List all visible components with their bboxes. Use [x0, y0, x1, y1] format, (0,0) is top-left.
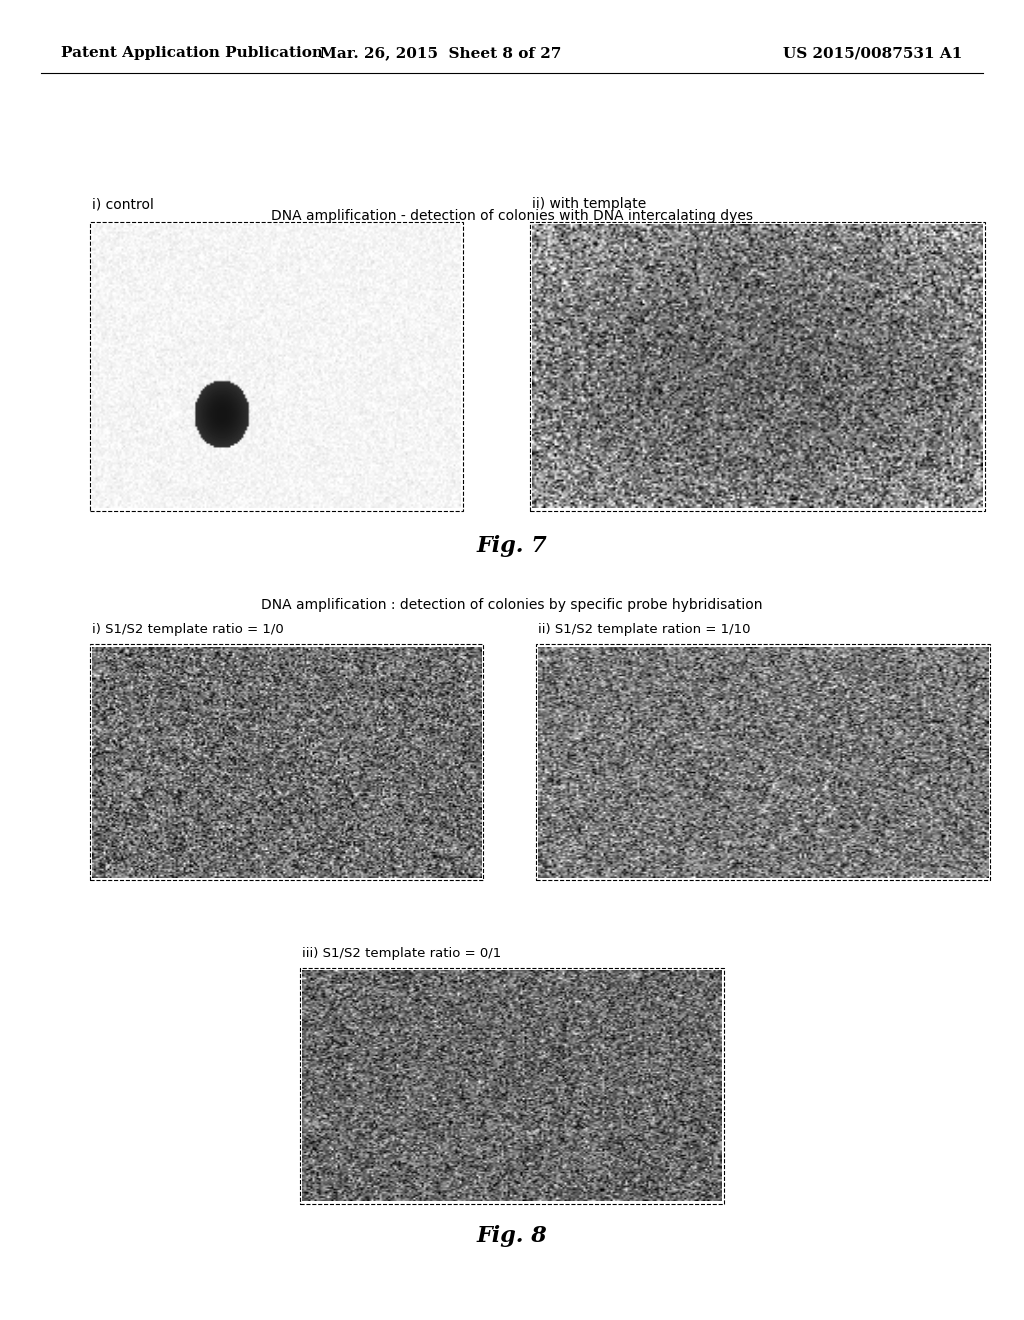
Text: US 2015/0087531 A1: US 2015/0087531 A1 — [783, 46, 963, 61]
Text: i) control: i) control — [92, 197, 154, 211]
Text: DNA amplification - detection of colonies with DNA intercalating dyes: DNA amplification - detection of colonie… — [271, 209, 753, 223]
Text: Mar. 26, 2015  Sheet 8 of 27: Mar. 26, 2015 Sheet 8 of 27 — [319, 46, 561, 61]
Text: Patent Application Publication: Patent Application Publication — [61, 46, 324, 61]
Text: i) S1/S2 template ratio = 1/0: i) S1/S2 template ratio = 1/0 — [92, 623, 284, 636]
Text: ii) with template: ii) with template — [532, 197, 647, 211]
Text: Fig. 8: Fig. 8 — [476, 1225, 548, 1247]
Text: Fig. 7: Fig. 7 — [476, 535, 548, 557]
Text: ii) S1/S2 template ration = 1/10: ii) S1/S2 template ration = 1/10 — [538, 623, 751, 636]
Text: iii) S1/S2 template ratio = 0/1: iii) S1/S2 template ratio = 0/1 — [302, 946, 502, 960]
Text: DNA amplification : detection of colonies by specific probe hybridisation: DNA amplification : detection of colonie… — [261, 598, 763, 612]
